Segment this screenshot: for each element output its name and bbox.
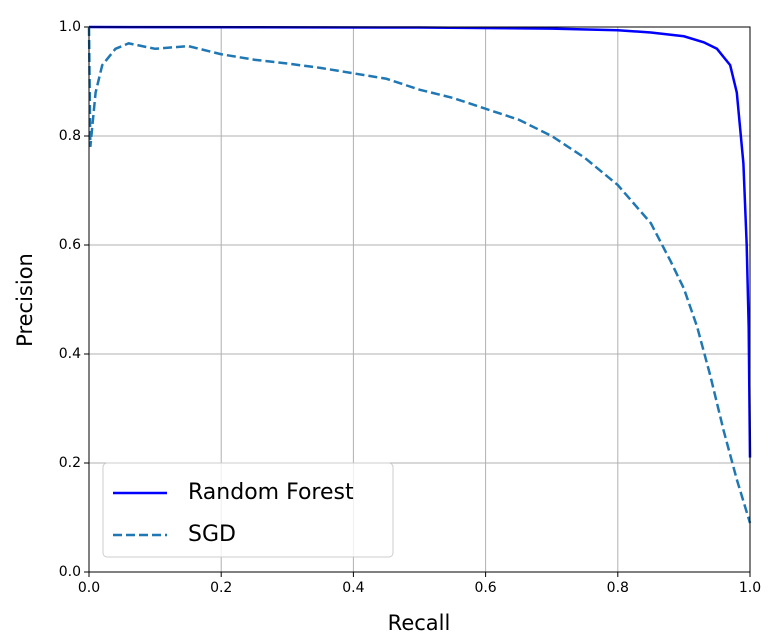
y-tick-label: 0.6 — [59, 237, 81, 253]
y-tick-label: 0.0 — [59, 564, 81, 580]
legend-label: Random Forest — [188, 480, 354, 505]
legend-box — [102, 462, 394, 558]
x-tick-label: 0.4 — [342, 580, 364, 596]
plot-frame — [88, 26, 751, 573]
y-tick-label: 1.0 — [59, 19, 81, 35]
y-tick-label: 0.8 — [59, 128, 81, 144]
x-axis-label: Recall — [388, 611, 451, 635]
legend-label: SGD — [188, 522, 236, 547]
x-tick-label: 0.2 — [210, 580, 232, 596]
x-tick-label: 1.0 — [739, 580, 761, 596]
x-tick-label: 0.8 — [607, 580, 629, 596]
x-tick-label: 0.6 — [474, 580, 496, 596]
y-axis-label: Precision — [13, 253, 37, 347]
y-tick-label: 0.2 — [59, 455, 81, 471]
line-series — [87, 26, 752, 524]
y-tick-label: 0.4 — [59, 346, 81, 362]
line-series — [88, 25, 752, 458]
x-tick-label: 0.0 — [78, 580, 100, 596]
